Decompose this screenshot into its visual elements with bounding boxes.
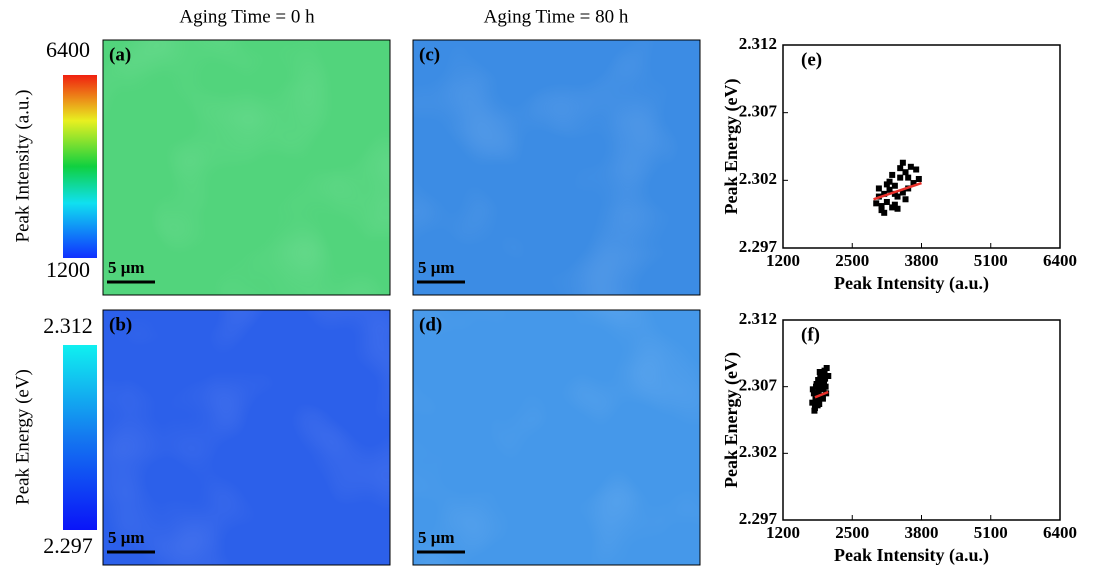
point	[821, 378, 827, 384]
colorbar-intensity	[63, 75, 97, 258]
point	[819, 385, 825, 391]
y-tick-label: 2.297	[739, 509, 778, 528]
x-tick-label: 3800	[905, 523, 939, 542]
panel-label: (c)	[419, 44, 440, 65]
colorbar-label: Peak Intensity (a.u.)	[12, 89, 33, 242]
point	[873, 200, 879, 206]
point	[811, 408, 817, 414]
column-header: Aging Time = 0 h	[179, 6, 315, 27]
x-tick-label: 6400	[1043, 251, 1077, 270]
x-axis-label: Peak Intensity (a.u.)	[834, 273, 989, 294]
point	[900, 160, 906, 166]
plot-frame	[783, 320, 1060, 520]
map-texture	[103, 310, 390, 565]
y-tick-label: 2.312	[739, 34, 777, 53]
plot-frame	[783, 45, 1060, 248]
panel-label: (d)	[419, 314, 442, 335]
y-tick-label: 2.297	[739, 237, 778, 256]
panel-label: (f)	[801, 324, 820, 345]
figure: Aging Time = 0 h Aging Time = 80 h 6400 …	[0, 0, 1097, 575]
x-tick-label: 2500	[835, 523, 869, 542]
y-tick-label: 2.312	[739, 309, 777, 328]
map-texture	[413, 310, 700, 565]
point	[916, 176, 922, 182]
scale-bar-label: 5 μm	[108, 528, 145, 547]
point	[884, 181, 890, 187]
colorbar-max: 2.312	[43, 313, 93, 338]
point	[815, 402, 821, 408]
point	[903, 196, 909, 202]
point	[889, 172, 895, 178]
point	[908, 164, 914, 170]
colorbar-label: Peak Energy (eV)	[12, 369, 33, 505]
map-texture	[103, 40, 390, 295]
panel-label: (a)	[109, 44, 131, 65]
point	[892, 183, 898, 189]
x-tick-label: 5100	[974, 251, 1008, 270]
scale-bar-label: 5 μm	[418, 258, 455, 277]
point	[824, 365, 830, 371]
column-header: Aging Time = 80 h	[484, 6, 629, 27]
colorbar-energy	[63, 345, 97, 530]
point	[905, 175, 911, 181]
point	[884, 199, 890, 205]
x-tick-label: 6400	[1043, 523, 1077, 542]
point	[881, 210, 887, 216]
point	[820, 373, 826, 379]
point	[879, 203, 885, 209]
point	[897, 175, 903, 181]
map-texture	[413, 40, 700, 295]
y-tick-label: 2.302	[739, 169, 777, 188]
point	[810, 386, 816, 392]
y-axis-label: Peak Energy (eV)	[721, 352, 742, 488]
point	[903, 169, 909, 175]
point	[913, 167, 919, 173]
y-tick-label: 2.302	[739, 442, 777, 461]
panel-label: (e)	[801, 49, 822, 70]
y-axis-label: Peak Energy (eV)	[721, 79, 742, 215]
point	[897, 165, 903, 171]
scale-bar-label: 5 μm	[418, 528, 455, 547]
colorbar-min: 2.297	[43, 533, 93, 558]
point	[895, 206, 901, 212]
colorbar-min: 1200	[46, 257, 90, 282]
point	[876, 185, 882, 191]
scale-bar-label: 5 μm	[108, 258, 145, 277]
panel-label: (b)	[109, 314, 132, 335]
x-tick-label: 3800	[905, 251, 939, 270]
y-tick-label: 2.307	[739, 376, 778, 395]
colorbar-max: 6400	[46, 37, 90, 62]
x-axis-label: Peak Intensity (a.u.)	[834, 545, 989, 566]
x-tick-label: 2500	[835, 251, 869, 270]
x-tick-label: 5100	[974, 523, 1008, 542]
y-tick-label: 2.307	[739, 102, 778, 121]
